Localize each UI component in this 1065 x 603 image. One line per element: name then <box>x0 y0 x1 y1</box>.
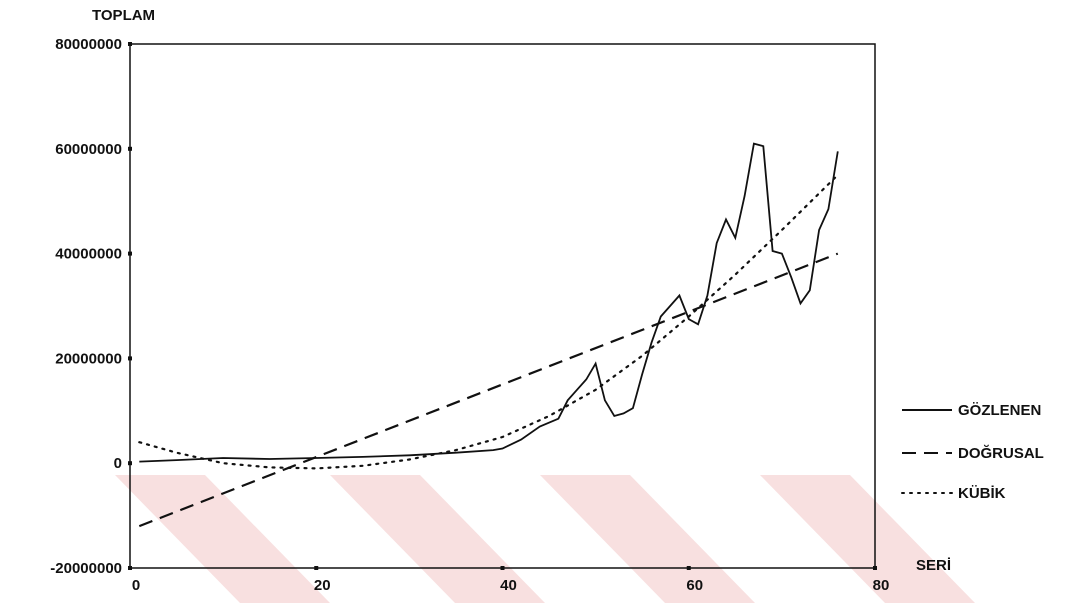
y-tick-label: 0 <box>114 455 122 472</box>
x-axis: 0 20 40 60 80 <box>128 566 889 594</box>
watermark-stripe <box>540 475 755 603</box>
x-tick-label: 60 <box>686 577 703 594</box>
series-line-gözlenen <box>139 142 839 463</box>
x-tick-mark <box>873 566 877 570</box>
x-tick-label: 0 <box>132 577 140 594</box>
x-tick-label: 40 <box>500 577 517 594</box>
series-line-doğrusal <box>138 252 839 528</box>
y-tick-mark <box>128 356 132 361</box>
y-tick-label: 40000000 <box>55 246 122 263</box>
y-axis-title: TOPLAM <box>92 7 155 24</box>
x-tick-label: 80 <box>873 577 890 594</box>
watermark-stripes <box>115 475 975 603</box>
series-group <box>138 142 839 528</box>
y-tick-label: -20000000 <box>50 560 122 577</box>
watermark-stripe <box>115 475 330 603</box>
x-tick-mark <box>686 566 691 570</box>
x-tick-mark <box>500 566 505 570</box>
watermark-stripe <box>330 475 545 603</box>
series-line-kübi̇k <box>138 173 839 470</box>
legend-label: DOĞRUSAL <box>958 444 1044 462</box>
x-tick-mark <box>128 566 132 570</box>
y-tick-mark <box>128 146 132 151</box>
y-tick-label: 60000000 <box>55 141 122 158</box>
legend-label: KÜBİK <box>958 485 1006 502</box>
legend: GÖZLENEN DOĞRUSAL KÜBİK <box>901 402 1044 502</box>
x-axis-title: SERİ <box>916 557 951 574</box>
y-tick-mark <box>128 461 132 466</box>
y-tick-mark <box>128 251 132 256</box>
y-tick-mark <box>128 42 132 46</box>
x-tick-label: 20 <box>314 577 331 594</box>
plot-frame <box>129 43 876 569</box>
x-tick-mark <box>314 566 319 570</box>
legend-label: GÖZLENEN <box>958 402 1041 419</box>
y-axis: 80000000 60000000 40000000 20000000 0 -200000… <box>50 36 132 577</box>
watermark-stripe <box>760 475 975 603</box>
y-tick-label: 20000000 <box>55 350 122 367</box>
y-tick-label: 80000000 <box>55 36 122 53</box>
plot-border <box>129 43 876 569</box>
